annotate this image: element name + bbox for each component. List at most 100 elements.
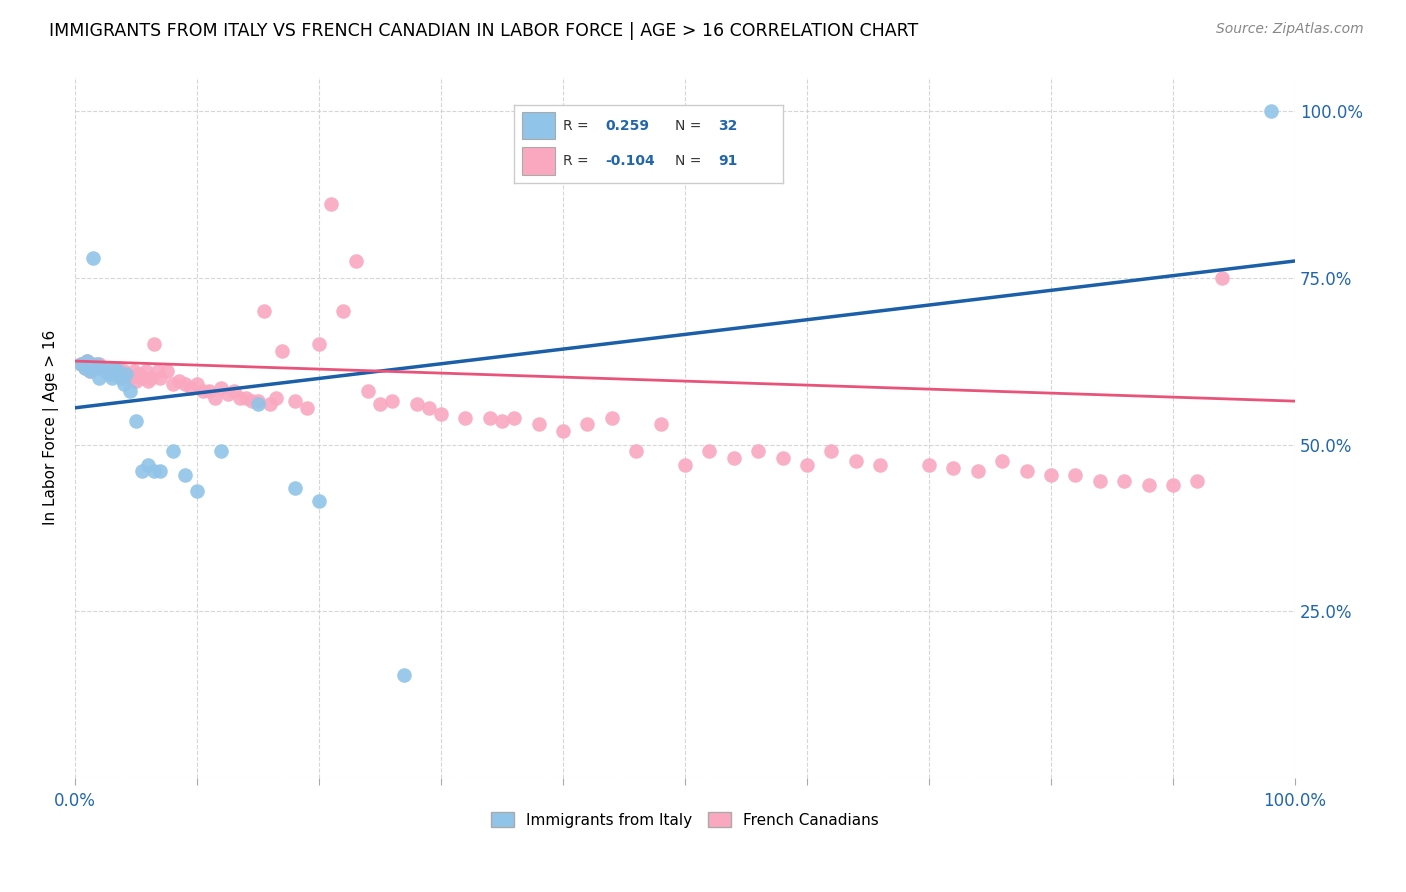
Point	[146, 364, 169, 378]
Point	[173, 467, 195, 482]
Point	[284, 394, 307, 409]
Point	[240, 394, 263, 409]
Point	[94, 364, 117, 378]
Point	[747, 444, 769, 458]
Point	[266, 391, 288, 405]
Point	[576, 417, 599, 432]
Point	[1114, 474, 1136, 488]
Point	[131, 371, 153, 385]
Point	[845, 454, 868, 468]
Point	[110, 371, 132, 385]
Point	[527, 417, 550, 432]
Point	[143, 337, 166, 351]
Point	[253, 304, 276, 318]
Point	[211, 444, 233, 458]
Point	[1187, 474, 1209, 488]
Point	[211, 381, 233, 395]
Point	[942, 461, 965, 475]
Point	[89, 358, 111, 372]
Point	[112, 364, 135, 378]
Point	[1015, 464, 1038, 478]
Legend: Immigrants from Italy, French Canadians: Immigrants from Italy, French Canadians	[485, 805, 884, 834]
Point	[772, 450, 794, 465]
Point	[259, 397, 281, 411]
Point	[82, 360, 104, 375]
Point	[103, 360, 125, 375]
Point	[820, 444, 842, 458]
Point	[76, 354, 98, 368]
Point	[1040, 467, 1063, 482]
Point	[357, 384, 380, 398]
Point	[368, 397, 391, 411]
Point	[247, 397, 270, 411]
Point	[394, 667, 416, 681]
Point	[112, 377, 135, 392]
Point	[76, 354, 98, 368]
Point	[699, 444, 721, 458]
Point	[136, 458, 159, 472]
Point	[125, 374, 148, 388]
Point	[503, 410, 526, 425]
Text: Source: ZipAtlas.com: Source: ZipAtlas.com	[1216, 22, 1364, 37]
Point	[122, 364, 145, 378]
Point	[650, 417, 672, 432]
Point	[271, 344, 294, 359]
Point	[89, 371, 111, 385]
Point	[321, 197, 343, 211]
Point	[308, 337, 330, 351]
Point	[162, 444, 184, 458]
Point	[796, 458, 818, 472]
Point	[162, 377, 184, 392]
Point	[107, 360, 129, 375]
Point	[1137, 477, 1160, 491]
Point	[136, 374, 159, 388]
Point	[217, 387, 239, 401]
Point	[1088, 474, 1111, 488]
Point	[73, 360, 96, 375]
Point	[332, 304, 354, 318]
Point	[90, 360, 112, 375]
Point	[1161, 477, 1184, 491]
Point	[110, 371, 132, 385]
Point	[79, 364, 101, 378]
Point	[73, 360, 96, 375]
Point	[1260, 103, 1282, 118]
Point	[193, 384, 215, 398]
Point	[125, 414, 148, 428]
Point	[381, 394, 404, 409]
Point	[284, 481, 307, 495]
Point	[308, 494, 330, 508]
Point	[180, 381, 202, 395]
Point	[131, 464, 153, 478]
Point	[918, 458, 941, 472]
Point	[143, 464, 166, 478]
Point	[86, 360, 108, 375]
Point	[222, 384, 245, 398]
Point	[70, 358, 93, 372]
Point	[1064, 467, 1087, 482]
Point	[198, 384, 221, 398]
Point	[454, 410, 477, 425]
Point	[155, 364, 177, 378]
Point	[149, 371, 172, 385]
Point	[235, 391, 257, 405]
Point	[966, 464, 988, 478]
Point	[204, 391, 226, 405]
Point	[82, 358, 104, 372]
Point	[100, 371, 122, 385]
Point	[626, 444, 648, 458]
Point	[86, 358, 108, 372]
Point	[723, 450, 745, 465]
Text: IMMIGRANTS FROM ITALY VS FRENCH CANADIAN IN LABOR FORCE | AGE > 16 CORRELATION C: IMMIGRANTS FROM ITALY VS FRENCH CANADIAN…	[49, 22, 918, 40]
Point	[869, 458, 891, 472]
Point	[128, 368, 150, 382]
Point	[344, 254, 367, 268]
Point	[79, 364, 101, 378]
Point	[1211, 270, 1233, 285]
Point	[418, 401, 440, 415]
Point	[118, 371, 141, 385]
Point	[405, 397, 427, 411]
Point	[430, 408, 453, 422]
Point	[118, 384, 141, 398]
Point	[673, 458, 696, 472]
